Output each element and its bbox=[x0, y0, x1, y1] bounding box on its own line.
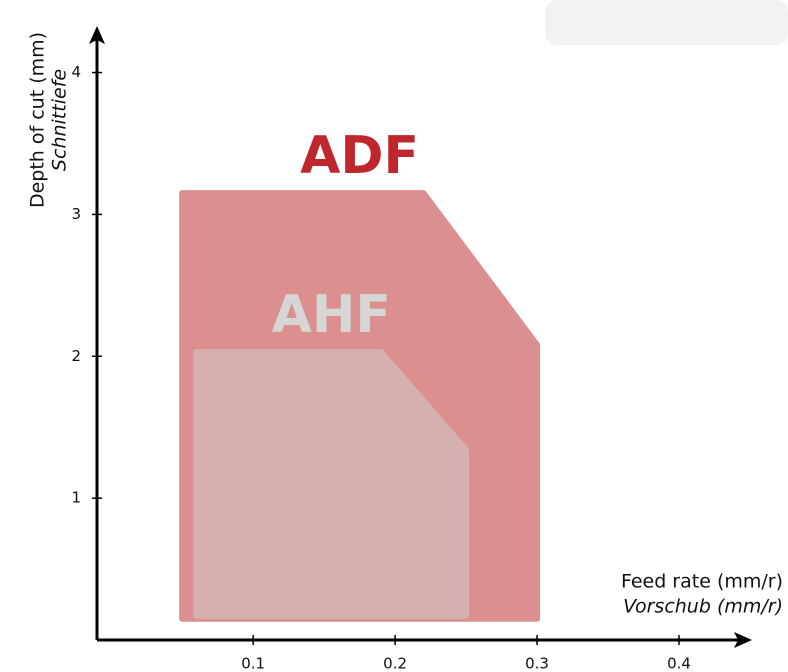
x-axis-arrow bbox=[734, 632, 752, 648]
y-axis-arrow bbox=[89, 26, 105, 44]
y-axis-subtitle: Schnittiefe bbox=[49, 69, 71, 171]
y-tick-label: 2 bbox=[71, 347, 81, 365]
x-tick-label: 0.3 bbox=[525, 655, 549, 672]
x-tick-label: 0.1 bbox=[241, 655, 265, 672]
y-tick-label: 3 bbox=[71, 205, 81, 223]
y-tick-label: 4 bbox=[71, 63, 81, 81]
region bbox=[193, 349, 470, 619]
x-axis-title: Feed rate (mm/r) bbox=[621, 571, 783, 593]
background-shape bbox=[545, 0, 788, 45]
regions bbox=[179, 190, 541, 622]
x-tick-label: 0.2 bbox=[383, 655, 407, 672]
region-label: ADF bbox=[300, 126, 419, 186]
region-label: AHF bbox=[272, 285, 391, 345]
y-tick-label: 1 bbox=[71, 489, 81, 507]
x-tick-label: 0.4 bbox=[667, 655, 691, 672]
y-axis-title: Depth of cut (mm) bbox=[27, 32, 49, 208]
x-axis-subtitle: Vorschub (mm/r) bbox=[623, 596, 783, 618]
